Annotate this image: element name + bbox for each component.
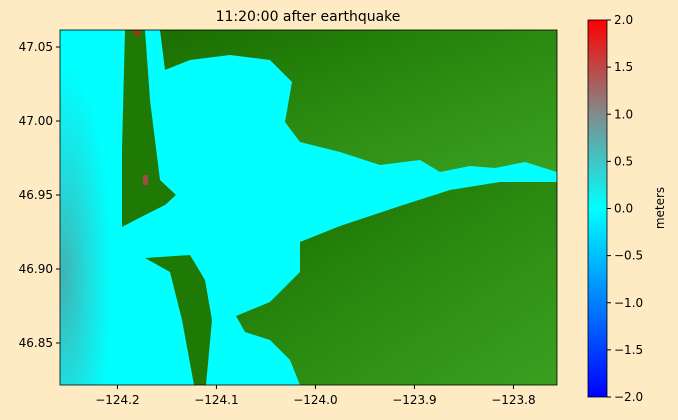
land <box>145 255 212 385</box>
colorbar-tick-label: −1.5 <box>614 343 643 357</box>
colorbar-tick-label: 2.0 <box>614 13 633 27</box>
colorbar-tick-label: 0.0 <box>614 202 633 216</box>
y-tick-label: 47.00 <box>19 114 53 128</box>
x-tick-label: −124.2 <box>95 393 139 407</box>
plot-frame <box>59 29 558 386</box>
colorbar-label: meters <box>653 187 667 229</box>
colorbar-tick-label: −0.5 <box>614 249 643 263</box>
colorbar-tick-label: −2.0 <box>614 390 643 404</box>
spot <box>143 175 148 185</box>
colorbar-tick-label: 1.5 <box>614 60 633 74</box>
land <box>160 30 557 172</box>
x-tick-label: −124.1 <box>194 393 238 407</box>
y-tick-label: 47.05 <box>19 40 53 54</box>
land <box>236 182 557 385</box>
colorbar-tick-label: 0.5 <box>614 154 633 168</box>
x-tick-label: −123.9 <box>392 393 436 407</box>
y-tick-label: 46.85 <box>19 336 53 350</box>
x-tick-label: −123.8 <box>491 393 535 407</box>
colorbar-tick-label: −1.0 <box>614 296 643 310</box>
chart-title: 11:20:00 after earthquake <box>216 9 401 25</box>
land <box>122 30 176 227</box>
y-tick-label: 46.95 <box>19 188 53 202</box>
y-tick-label: 46.90 <box>19 262 53 276</box>
map-image <box>60 30 557 385</box>
colorbar <box>587 19 608 398</box>
x-tick-label: −124.0 <box>293 393 337 407</box>
colorbar-tick-label: 1.0 <box>614 107 633 121</box>
spot <box>135 30 139 36</box>
